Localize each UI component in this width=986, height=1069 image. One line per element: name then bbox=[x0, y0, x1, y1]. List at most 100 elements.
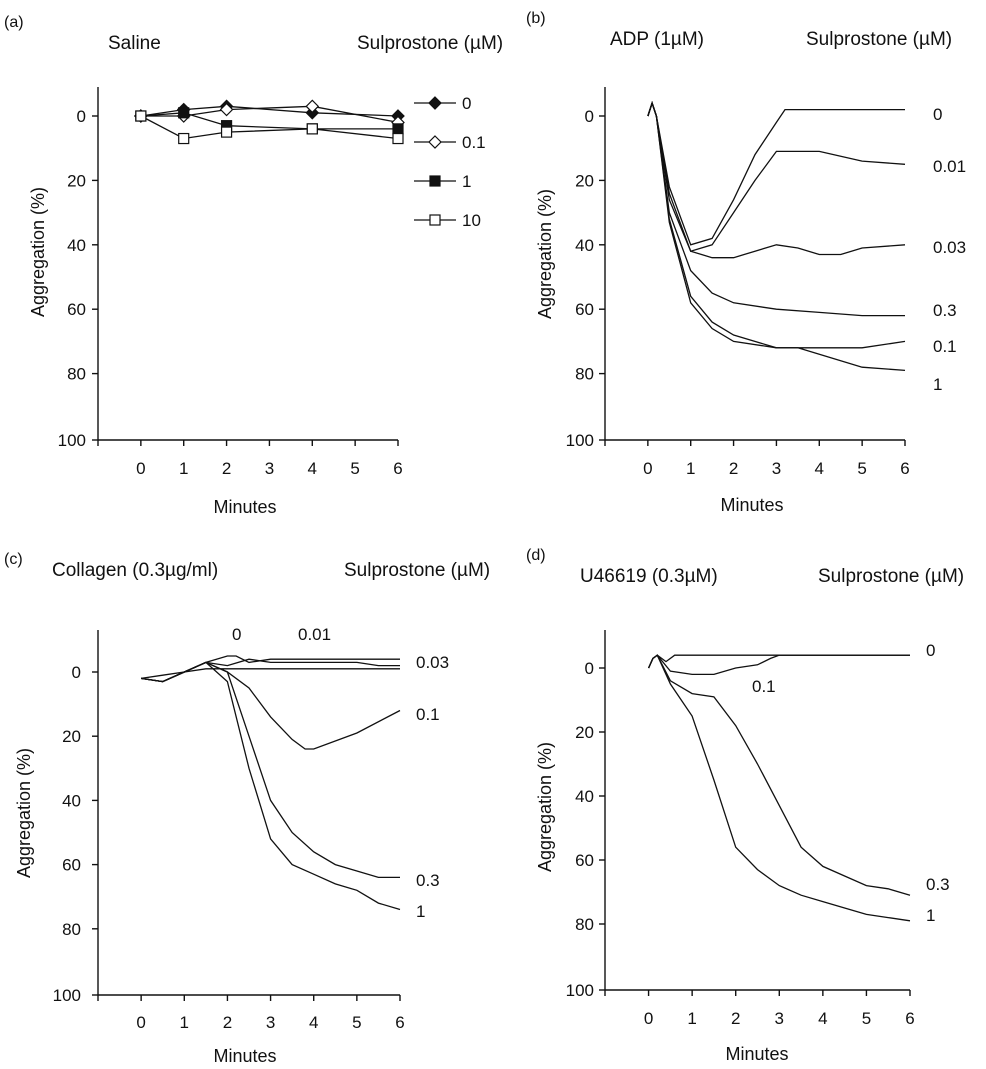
panel-b-title: ADP (1µM) bbox=[610, 29, 704, 50]
panel-d-series-0-1-label: 0.1 bbox=[752, 677, 776, 696]
panel-b-x-tick-label: 4 bbox=[815, 459, 824, 478]
panel-c: (c) Collagen (0.3µg/ml) Sulprostone (µM)… bbox=[4, 551, 490, 1066]
panel-c-x-tick-label: 2 bbox=[223, 1013, 232, 1032]
panel-a-series-0-1-point bbox=[219, 102, 234, 117]
legend-marker-1 bbox=[429, 175, 441, 187]
panel-d-y-axis-label: Aggregation (%) bbox=[535, 742, 555, 872]
panel-d-title: U46619 (0.3µM) bbox=[580, 566, 718, 587]
panel-a-y-tick-label: 80 bbox=[67, 365, 86, 384]
panel-b-y-tick-label: 80 bbox=[575, 365, 594, 384]
panel-a-y-tick-label: 60 bbox=[67, 300, 86, 319]
panel-a-plot: 0 20 40 60 80 100 0 1 2 3 4 5 6 bbox=[58, 87, 405, 478]
panel-a-series-10-point bbox=[135, 110, 147, 122]
panel-a-title: Saline bbox=[108, 33, 161, 54]
panel-a-y-axis-label: Aggregation (%) bbox=[28, 187, 48, 317]
legend-label-0-1: 0.1 bbox=[462, 133, 486, 152]
panel-b-series-0-01-label: 0.01 bbox=[933, 157, 966, 176]
panel-a-series-10-point bbox=[306, 123, 318, 135]
panel-d-y-tick-label: 60 bbox=[575, 851, 594, 870]
panel-c-y-axis-label: Aggregation (%) bbox=[14, 748, 34, 878]
panel-a-x-tick-label: 3 bbox=[265, 459, 274, 478]
panel-b-series-0-3-line bbox=[647, 101, 905, 317]
panel-b-y-tick-label: 40 bbox=[575, 236, 594, 255]
panel-b-x-tick-label: 0 bbox=[643, 459, 652, 478]
panel-c-series-0-03-label: 0.03 bbox=[416, 653, 449, 672]
panel-d-x-tick-label: 6 bbox=[905, 1009, 914, 1028]
panel-a: (a) Saline Sulprostone (µM) Aggregation … bbox=[4, 14, 503, 517]
panel-c-letter: (c) bbox=[4, 551, 23, 568]
panel-b-series-0-line bbox=[647, 101, 905, 246]
panel-b-series-0-1-line bbox=[647, 101, 906, 349]
panel-c-y-tick-label: 60 bbox=[62, 856, 81, 875]
panel-b-x-tick-label: 6 bbox=[900, 459, 909, 478]
panel-c-series-0-01-line bbox=[141, 658, 400, 683]
panel-a-x-tick-label: 4 bbox=[308, 459, 317, 478]
panel-c-x-tick-label: 5 bbox=[352, 1013, 361, 1032]
panel-d-series-0-line bbox=[648, 654, 910, 669]
panel-c-series-0-03-line bbox=[141, 668, 400, 680]
panel-c-x-tick-label: 6 bbox=[395, 1013, 404, 1032]
panel-d-y-tick-label: 40 bbox=[575, 787, 594, 806]
panel-c-title: Collagen (0.3µg/ml) bbox=[52, 560, 218, 581]
panel-c-series-0-1-label: 0.1 bbox=[416, 705, 440, 724]
panel-a-y-tick-label: 0 bbox=[77, 107, 86, 126]
panel-a-x-tick-label: 6 bbox=[393, 459, 402, 478]
panel-a-series-10-point bbox=[220, 126, 233, 138]
panel-a-series-10-point bbox=[392, 132, 404, 145]
panel-b-series-0-3-label: 0.3 bbox=[933, 301, 957, 320]
panel-d-series-1-label: 1 bbox=[926, 906, 935, 925]
panel-a-x-tick-label: 0 bbox=[136, 459, 145, 478]
panel-c-series-1-label: 1 bbox=[416, 902, 425, 921]
panel-a-x-axis-label: Minutes bbox=[213, 497, 276, 517]
panel-b-y-tick-label: 100 bbox=[566, 431, 594, 450]
legend-label-0: 0 bbox=[462, 94, 471, 113]
panel-a-y-tick-label: 100 bbox=[58, 431, 86, 450]
panel-b-x-tick-label: 1 bbox=[686, 459, 695, 478]
legend-marker-10 bbox=[429, 214, 441, 226]
panel-b-series-0-1-label: 0.1 bbox=[933, 337, 957, 356]
panel-a-y-tick-label: 20 bbox=[67, 171, 86, 190]
panel-a-legend: 0 0.1 1 10 bbox=[414, 94, 486, 230]
panel-a-x-tick-label: 2 bbox=[222, 459, 231, 478]
panel-c-x-tick-label: 0 bbox=[136, 1013, 145, 1032]
panel-a-y-tick-label: 40 bbox=[67, 236, 86, 255]
panel-d-x-tick-label: 5 bbox=[862, 1009, 871, 1028]
legend-label-1: 1 bbox=[462, 172, 471, 191]
panel-a-x-tick-label: 1 bbox=[179, 459, 188, 478]
panel-b: (b) ADP (1µM) Sulprostone (µM) Aggregati… bbox=[526, 10, 966, 515]
panel-c-x-tick-label: 4 bbox=[309, 1013, 318, 1032]
panel-c-series-1-line bbox=[141, 661, 401, 911]
panel-d-series-1-line bbox=[648, 654, 911, 922]
panel-d: (d) U46619 (0.3µM) Sulprostone (µM) Aggr… bbox=[526, 547, 964, 1064]
panel-a-series-1-point bbox=[392, 123, 404, 135]
legend-label-10: 10 bbox=[462, 211, 481, 230]
panel-a-legend-title: Sulprostone (µM) bbox=[357, 33, 503, 54]
panel-c-y-tick-label: 0 bbox=[72, 663, 81, 682]
panel-c-series-0-1-line bbox=[141, 661, 401, 750]
panel-a-series-0-1-point bbox=[305, 99, 320, 114]
panel-d-y-tick-label: 80 bbox=[575, 915, 594, 934]
panel-b-series-0-label: 0 bbox=[933, 105, 942, 124]
panel-d-series-0-3-line bbox=[648, 654, 911, 896]
panel-d-x-tick-label: 4 bbox=[818, 1009, 827, 1028]
panel-b-series-1-line bbox=[647, 101, 906, 372]
panel-a-series-1-point bbox=[178, 107, 190, 119]
panel-b-series-1-label: 1 bbox=[933, 375, 942, 394]
panel-c-series-0-3-label: 0.3 bbox=[416, 871, 440, 890]
panel-d-series-0-1-line bbox=[648, 654, 910, 676]
panel-d-legend-title: Sulprostone (µM) bbox=[818, 566, 964, 587]
panel-d-letter: (d) bbox=[526, 547, 546, 564]
panel-b-x-tick-label: 2 bbox=[729, 459, 738, 478]
panel-b-y-axis-label: Aggregation (%) bbox=[535, 189, 555, 319]
panel-c-series-0-01-label: 0.01 bbox=[298, 625, 331, 644]
panel-b-x-axis-label: Minutes bbox=[720, 495, 783, 515]
panel-b-series-0-03-label: 0.03 bbox=[933, 238, 966, 257]
legend-marker-0 bbox=[428, 96, 442, 110]
panel-d-y-tick-label: 100 bbox=[566, 981, 594, 1000]
panel-a-x-tick-label: 5 bbox=[350, 459, 359, 478]
panel-d-series-0-label: 0 bbox=[926, 641, 935, 660]
panel-d-x-tick-label: 0 bbox=[644, 1009, 653, 1028]
